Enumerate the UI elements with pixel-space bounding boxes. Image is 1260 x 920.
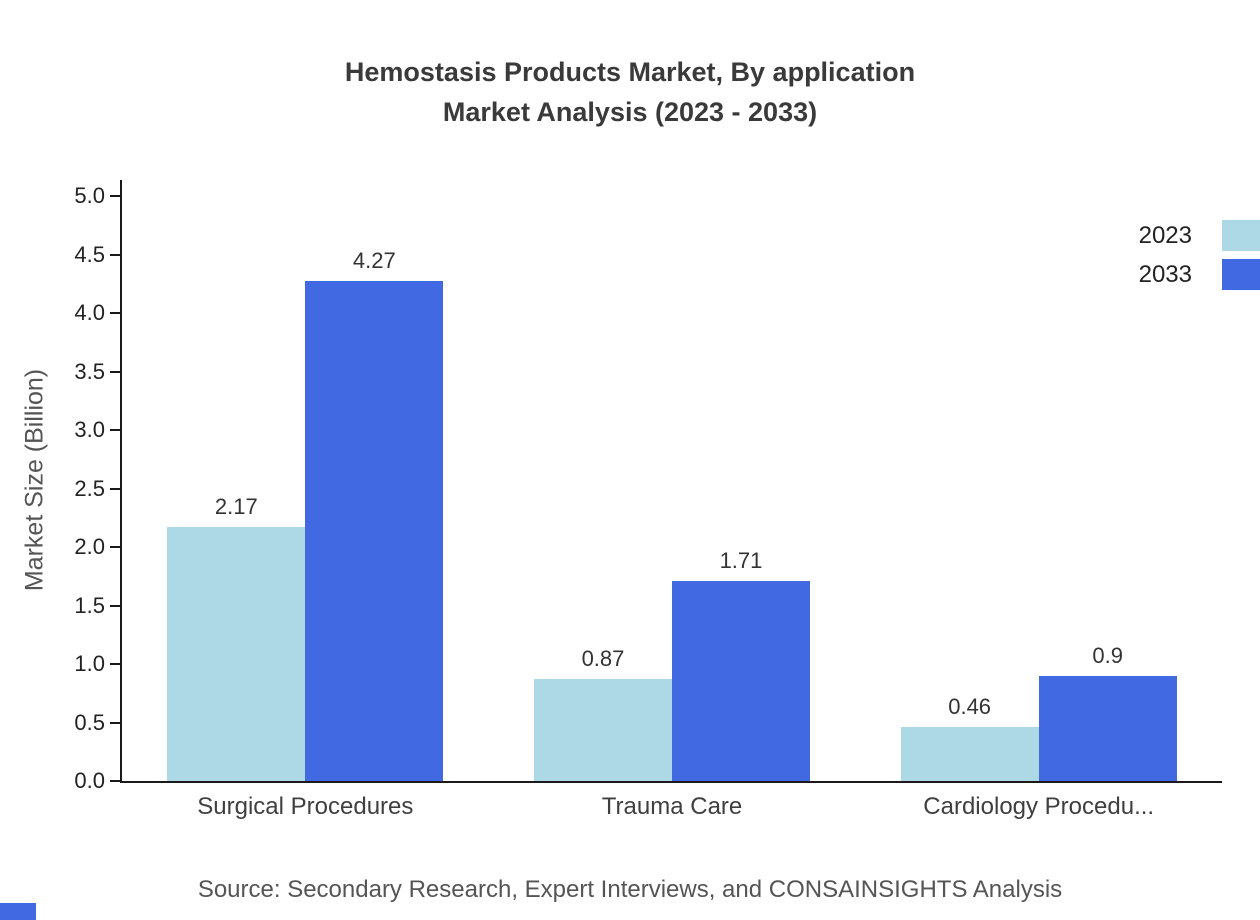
legend-item: 2023 bbox=[1139, 220, 1260, 251]
y-tick bbox=[110, 780, 120, 782]
y-tick bbox=[110, 604, 120, 607]
y-tick-label: 1.0 bbox=[74, 651, 105, 676]
bar-value-label: 0.46 bbox=[948, 694, 992, 720]
bar-with-label: 2.17 bbox=[167, 494, 306, 781]
bar-value-label: 0.9 bbox=[1092, 642, 1123, 668]
legend: 2023 2033 bbox=[1139, 220, 1260, 290]
y-tick-label: 3.5 bbox=[74, 358, 105, 384]
bar-with-label: 0.9 bbox=[1038, 642, 1177, 781]
bar-2023 bbox=[900, 727, 1039, 781]
bar-group: 0.87 1.71 bbox=[533, 547, 810, 781]
y-tick bbox=[110, 195, 120, 197]
bar-with-label: 0.46 bbox=[900, 694, 1039, 781]
bar-group: 0.46 0.9 bbox=[900, 642, 1177, 781]
y-tick bbox=[110, 370, 120, 373]
x-category-label: Cardiology Procedu... bbox=[923, 793, 1155, 820]
x-category-label: Trauma Care bbox=[601, 793, 743, 820]
y-axis-title: Market Size (Billion) bbox=[20, 368, 49, 592]
bar-with-label: 1.71 bbox=[671, 547, 810, 781]
y-tick-label: 4.0 bbox=[74, 300, 105, 325]
y-tick bbox=[110, 312, 120, 314]
x-axis-labels: Surgical Procedures Trauma Care Cardiology… bbox=[122, 793, 1222, 821]
y-tick-label: 2.0 bbox=[74, 534, 105, 559]
y-tick-label: 1.5 bbox=[74, 592, 105, 618]
x-category-label: Surgical Procedures bbox=[197, 793, 414, 820]
chart-title-line2: Market Analysis (2023 - 2033) bbox=[442, 97, 818, 127]
y-tick bbox=[110, 253, 120, 256]
y-tick bbox=[110, 663, 120, 665]
y-tick bbox=[110, 721, 120, 724]
y-tick bbox=[110, 487, 120, 490]
legend-swatch bbox=[1222, 259, 1260, 290]
bar-2023 bbox=[167, 527, 306, 781]
bar-2033 bbox=[671, 580, 810, 781]
y-tick-label: 0.0 bbox=[74, 768, 105, 793]
y-tick-label: 0.5 bbox=[74, 709, 105, 735]
bar-2023 bbox=[533, 679, 672, 781]
bar-2033 bbox=[1038, 675, 1177, 781]
watermark-corner bbox=[0, 903, 36, 920]
bar-with-label: 4.27 bbox=[305, 248, 444, 781]
bar-value-label: 1.71 bbox=[719, 547, 763, 573]
legend-label: 2023 bbox=[1138, 221, 1192, 249]
chart-title: Hemostasis Products Market, By applicati… bbox=[0, 52, 1260, 132]
bar-value-label: 2.17 bbox=[214, 494, 258, 520]
y-tick-label: 3.0 bbox=[74, 417, 105, 442]
bar-group: 2.17 4.27 bbox=[167, 248, 444, 781]
y-tick bbox=[110, 429, 120, 431]
y-tick-label: 4.5 bbox=[74, 241, 105, 267]
bar-with-label: 0.87 bbox=[533, 646, 672, 781]
y-tick-label: 5.0 bbox=[74, 183, 105, 208]
chart-title-line1: Hemostasis Products Market, By applicati… bbox=[344, 57, 916, 87]
plot-area: 0.0 0.5 1.0 1.5 2.0 2.5 3.0 3.5 4.0 4.5 5.0 2.17 4.… bbox=[74, 180, 1222, 820]
y-tick bbox=[110, 546, 120, 548]
legend-item: 2033 bbox=[1139, 259, 1260, 290]
legend-label: 2033 bbox=[1138, 260, 1192, 288]
legend-swatch bbox=[1222, 220, 1260, 251]
y-tick-label: 2.5 bbox=[74, 475, 105, 501]
bar-2033 bbox=[305, 281, 444, 781]
bar-value-label: 4.27 bbox=[352, 248, 396, 274]
source-note: Source: Secondary Research, Expert Inter… bbox=[197, 876, 1063, 903]
bar-groups: 2.17 4.27 0.87 1.71 0.46 0.9 bbox=[122, 180, 1222, 781]
bar-value-label: 0.87 bbox=[581, 646, 625, 672]
